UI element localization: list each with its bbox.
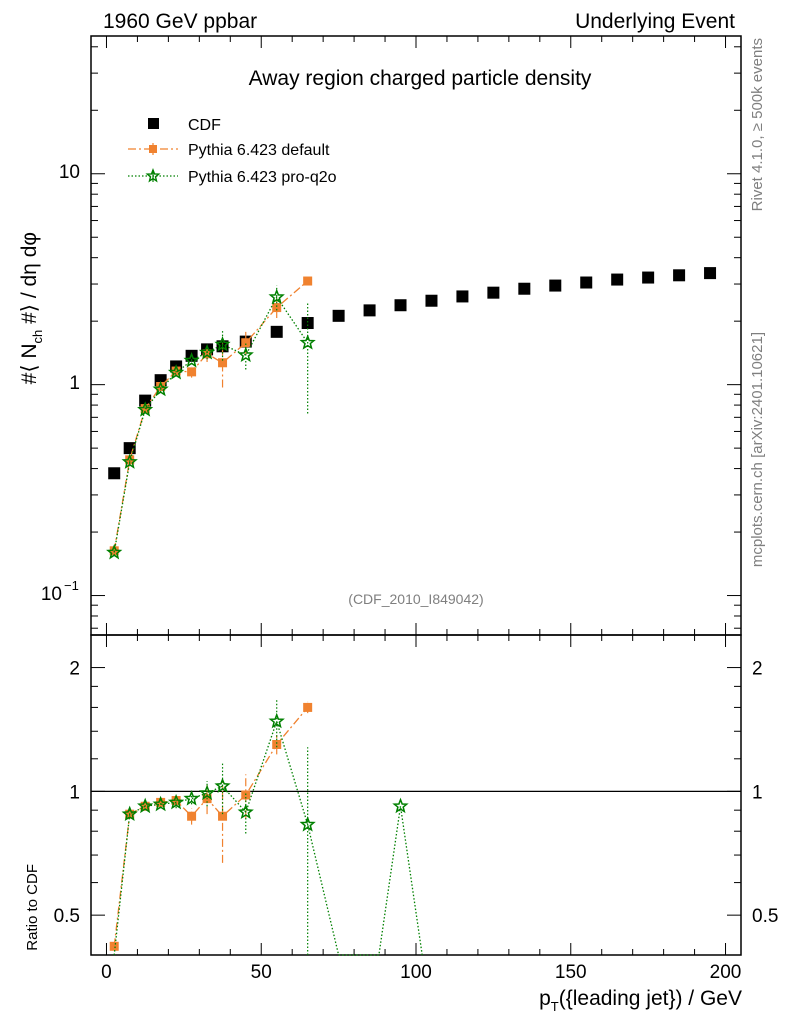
axes-ticks [91,36,741,955]
x-tick-labels: 0 50 100 150 200 [101,962,741,983]
pythia-default-line [113,280,309,551]
x-tick-label: 200 [710,962,742,983]
pythia-pro-q2o-data-point [106,543,123,560]
pythia-default-data-point [202,349,212,359]
x-tick-label: 150 [555,962,587,983]
pythia-default-data-point [272,303,282,313]
ratio-tick-label-right: 2 [752,659,763,680]
cdf-data-point [549,279,562,292]
cdf-data-point [611,273,624,286]
pythia-pro-q2o-data-point [121,453,138,469]
pythia-pro-q2o-ratio-point [268,712,285,729]
pythia-pro-q2o-data-point [198,343,216,360]
pythia-default-data-point [156,382,166,392]
legend-label-cdf: CDF [188,117,221,134]
ratio-tick-label-left: 0.5 [54,906,80,927]
cdf-data-point [487,286,500,299]
pythia-pro-q2o-ratio-point [392,797,409,814]
legend-label-pythia-pro-q2o: Pythia 6.423 pro-q2o [188,169,337,186]
cdf-data-point [270,325,283,338]
pythia-pro-q2o-ratio-line [113,719,423,956]
cdf-data-point [673,269,686,282]
pythia-default-data-point [187,367,197,377]
x-tick-label: 100 [400,962,432,983]
y-tick-label-1: 1 [69,373,80,394]
cdf-data-point [456,290,469,303]
cdf-data-point [580,276,593,289]
header-left: 1960 GeV ppbar [103,10,257,33]
cdf-data-point [394,299,407,312]
ratio-tick-label-right: 1 [752,782,763,803]
ratio-plot-frame [90,634,742,956]
pythia-default-ratio-point [156,797,166,807]
side-rivet-label: Rivet 4.1.0, ≥ 500k events [749,38,766,211]
cdf-data-point [704,267,717,280]
cdf-data-point [108,467,121,480]
header-right: Underlying Event [575,10,735,33]
ratio-tick-label-left: 2 [69,659,80,680]
pythia-default-ratio-point [218,811,228,821]
ratio-plot-marks [109,698,423,956]
pythia-default-data-point [303,276,313,286]
pythia-pro-q2o-data-point [214,335,231,352]
y-tick-label-0p1: 10 [41,584,62,605]
cdf-data-point [301,317,314,330]
pythia-pro-q2o-ratio-point [121,805,138,822]
pythia-pro-q2o-data-point [152,380,169,397]
pythia-default-data-point [218,358,228,368]
pythia-pro-q2o-data-point [137,401,154,417]
pythia-default-ratio-point [303,702,313,712]
pythia-default-ratio-point [187,811,197,821]
pythia-pro-q2o-ratio-point [237,803,254,820]
legend-marker-pythia-pro-q2o [145,168,161,183]
cdf-data-point [425,294,438,307]
side-mcplots-label: mcplots.cern.ch [arXiv:2401.10621] [749,332,766,567]
pythia-pro-q2o-ratio-point [214,777,231,793]
pythia-pro-q2o-ratio-point [198,784,216,801]
pythia-pro-q2o-data-point [237,346,254,363]
cdf-data-point [363,304,376,317]
pythia-pro-q2o-ratio-point [152,795,169,812]
pythia-pro-q2o-data-point [268,288,285,305]
cdf-data-point [642,271,655,284]
pythia-default-data-point [241,338,251,348]
y-tick-label-10: 10 [59,162,80,183]
x-tick-label: 0 [101,962,112,983]
pythia-pro-q2o-data-point [183,352,200,368]
cdf-data-point [332,309,345,322]
pythia-pro-q2o-ratio-point [137,797,154,814]
cdf-data-point [518,282,531,295]
pythia-default-ratio-point [241,790,251,800]
ratio-tick-labels: 0.5 0.5 1 1 2 2 [54,659,779,928]
main-plot-marks [106,267,717,560]
legend-marker-cdf [148,118,159,129]
legend-label-pythia-default: Pythia 6.423 default [188,142,330,159]
analysis-id-label: (CDF_2010_I849042) [348,591,483,607]
ratio-tick-label-left: 1 [69,782,80,803]
ratio-tick-label-right: 0.5 [752,906,778,927]
y-axis-label: #⟨ Nch #⟩ / dη dφ [18,232,45,384]
ratio-y-axis-label: Ratio to CDF [24,864,41,951]
pythia-pro-q2o-ratio-point [299,816,316,832]
pythia-pro-q2o-data-point [299,334,316,350]
pythia-pro-q2o-data-point [167,364,185,380]
y-tick-label-0p1-exponent: −1 [64,578,79,593]
pythia-default-ratio-point [109,941,119,951]
chart-title: Away region charged particle density [249,67,592,90]
legend-marker-pythia-default [149,145,157,153]
pythia-default-ratio-point [272,739,282,749]
x-axis-label: pT({leading jet}) / GeV [539,987,742,1014]
pythia-pro-q2o-ratio-point [183,790,200,806]
legend: CDF Pythia 6.423 default Pythia 6.423 pr… [128,117,337,186]
x-tick-label: 50 [251,962,272,983]
pythia-pro-q2o-ratio-point [167,793,185,810]
